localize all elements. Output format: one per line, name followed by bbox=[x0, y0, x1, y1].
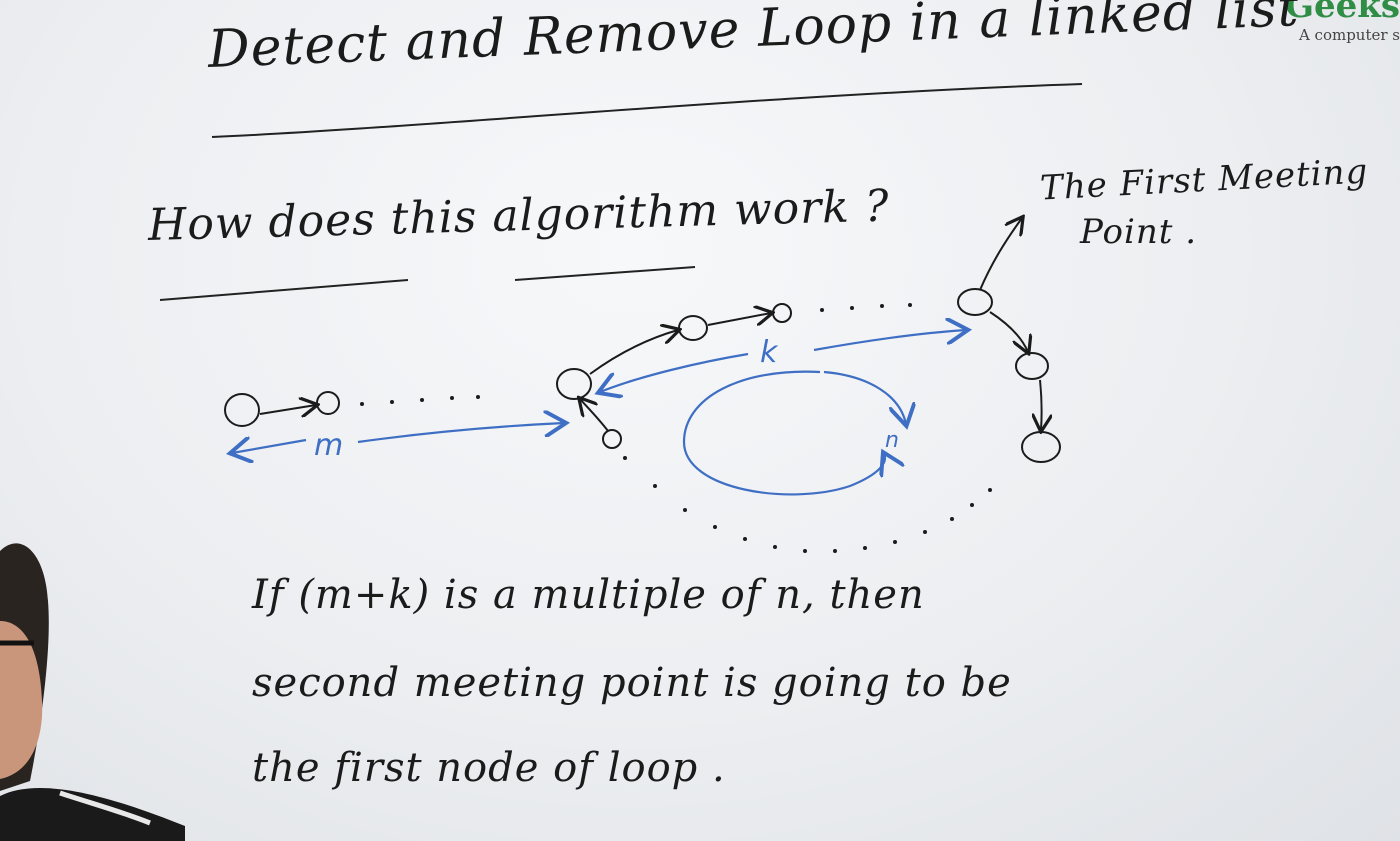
presenter-figure bbox=[0, 543, 185, 841]
title-underline bbox=[211, 83, 1083, 138]
watermark-tagline: A computer s bbox=[1298, 26, 1400, 44]
condition-line-2: second meeting point is going to be bbox=[252, 660, 1012, 706]
k-arrow-right bbox=[813, 330, 966, 352]
arrow-node2-node3 bbox=[707, 313, 771, 326]
question-underline-2 bbox=[514, 266, 696, 281]
n-loop-arrow-top bbox=[823, 370, 906, 424]
node-2 bbox=[316, 391, 340, 415]
m-arrow-left bbox=[232, 440, 307, 453]
arrow-to-label bbox=[979, 218, 1022, 291]
n-loop-arrow bbox=[682, 370, 885, 496]
node-loop-2 bbox=[678, 315, 708, 341]
k-label: k bbox=[760, 335, 779, 370]
question-underline-1 bbox=[159, 279, 409, 301]
condition-line-3: the first node of loop . bbox=[252, 745, 726, 791]
watermark-logo: Geeks bbox=[1285, 0, 1400, 26]
node-loop-3 bbox=[772, 303, 792, 323]
dots-loop-top bbox=[820, 303, 912, 312]
node-1 bbox=[224, 393, 260, 427]
arrow-meeting-node5 bbox=[989, 311, 1028, 352]
dots-tail bbox=[360, 395, 480, 406]
arrow-node1-node2 bbox=[259, 405, 316, 414]
condition-line-1: If (m+k) is a multiple of n, then bbox=[252, 572, 925, 618]
node-loop-5 bbox=[1015, 352, 1049, 380]
node-loop-start bbox=[556, 368, 592, 400]
arrow-node5-node6 bbox=[1040, 379, 1042, 430]
m-arrow-right bbox=[357, 423, 564, 444]
dots-loop-bottom bbox=[623, 456, 992, 553]
node-back bbox=[602, 429, 622, 449]
m-label: m bbox=[314, 428, 343, 463]
node-first-meeting bbox=[957, 288, 993, 316]
first-meeting-label-line2: Point . bbox=[1080, 212, 1198, 252]
arrow-back-loopstart bbox=[580, 399, 609, 432]
arrow-loopstart-node2 bbox=[589, 330, 678, 375]
node-loop-6 bbox=[1021, 431, 1061, 463]
k-arrow-left bbox=[600, 352, 749, 392]
n-label: n bbox=[885, 428, 899, 453]
